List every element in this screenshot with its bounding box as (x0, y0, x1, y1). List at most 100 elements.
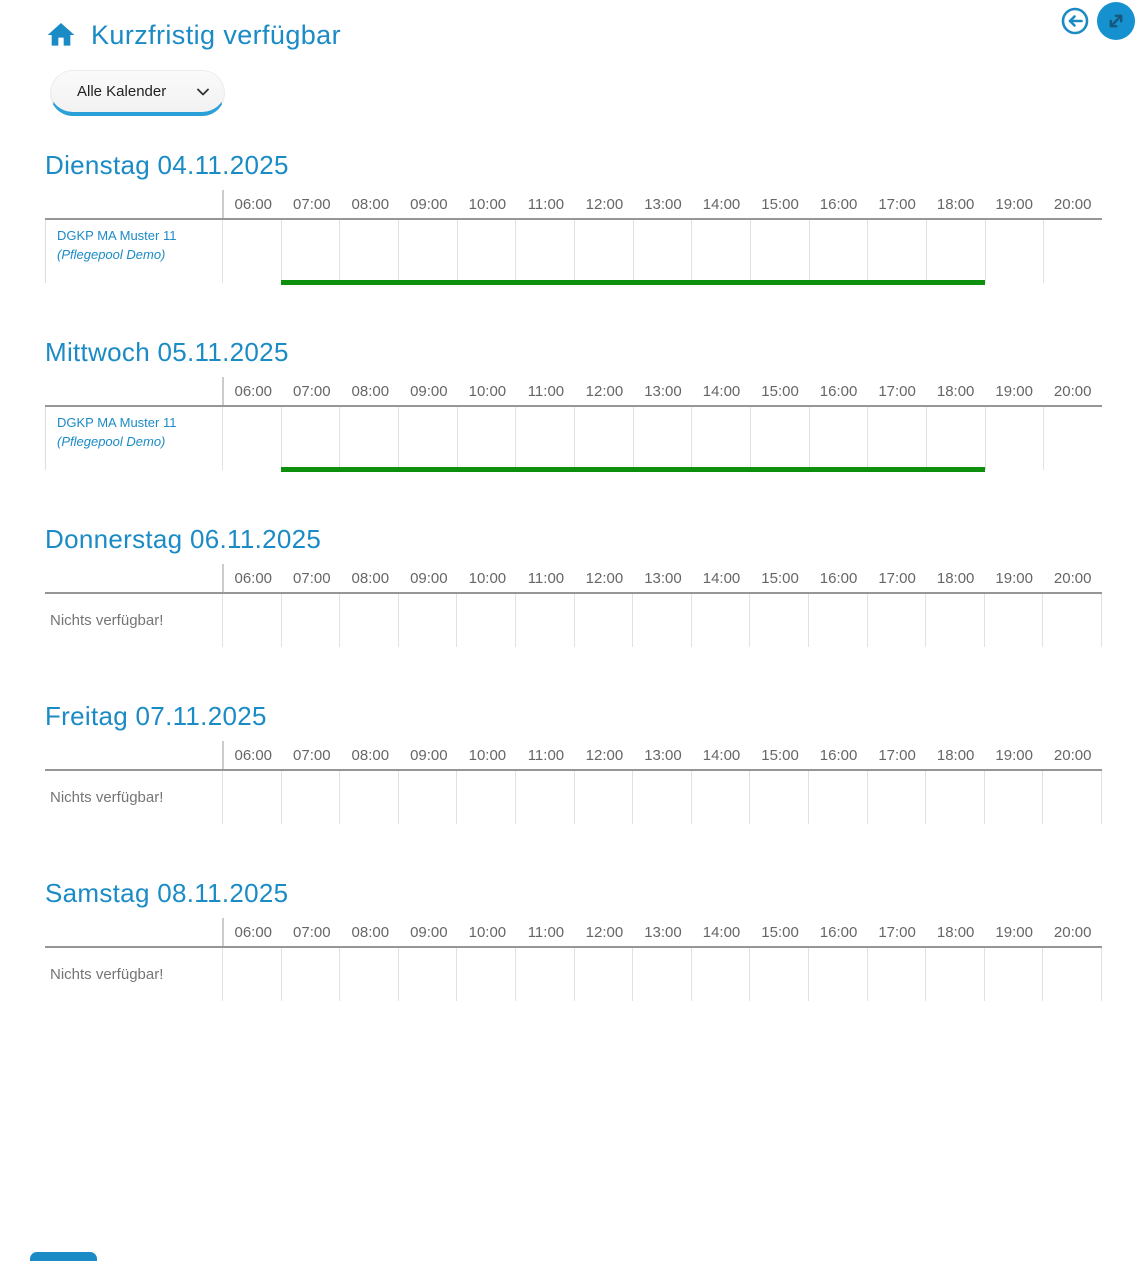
hour-cell (222, 948, 281, 1001)
time-header-label: 17:00 (878, 382, 916, 400)
hour-cell (925, 948, 984, 1001)
hour-cell (807, 948, 867, 1001)
time-header-label: 16:00 (819, 195, 858, 213)
empty-label: Nichts verfügbar! (50, 966, 164, 983)
calendar-filter-select[interactable]: Alle Kalender (50, 70, 225, 116)
time-header-label: 08:00 (351, 195, 390, 213)
availability-bar[interactable] (280, 280, 985, 285)
hour-cell (926, 407, 985, 470)
empty-label-cell: Nichts verfügbar! (45, 948, 222, 1001)
time-header-label: 13:00 (644, 923, 682, 941)
person-label: DGKP MA Muster 11 (Pflegepool Demo) (45, 407, 222, 470)
hour-cell (573, 771, 633, 824)
hour-cell (280, 407, 340, 470)
time-header-label: 07:00 (293, 195, 331, 213)
time-header-label: 08:00 (351, 569, 390, 587)
hour-cell (398, 407, 457, 470)
home-button[interactable] (45, 19, 77, 51)
hour-cell (983, 771, 1043, 824)
time-header-label: 15:00 (761, 382, 799, 400)
time-header-label: 16:00 (819, 382, 858, 400)
hour-cell (1043, 220, 1102, 283)
arrow-left-circle-icon (1061, 7, 1089, 35)
hour-cell (750, 407, 809, 470)
hour-cell (632, 220, 692, 283)
hour-cell (691, 407, 750, 470)
time-header-label: 17:00 (878, 746, 916, 764)
empty-row: Nichts verfügbar! (45, 594, 1102, 647)
time-header-label: 06:00 (234, 569, 273, 587)
empty-row: Nichts verfügbar! (45, 948, 1102, 1001)
time-header-label: 19:00 (995, 923, 1033, 941)
hour-cell (456, 220, 516, 283)
timeline-header-row: 06:00 07:00 08:00 09:00 10:00 11:00 12:00 13:00… (45, 190, 1102, 220)
hour-cell (280, 594, 340, 647)
time-header-label: 10:00 (468, 746, 507, 764)
hour-cell (867, 220, 926, 283)
time-header-label: 14:00 (702, 382, 741, 400)
timeline-header-row: 06:00 07:00 08:00 09:00 10:00 11:00 12:00 13:00… (45, 564, 1102, 594)
time-header-label: 11:00 (527, 569, 565, 587)
hour-cell (339, 407, 398, 470)
hour-grid (222, 407, 1102, 472)
hour-cell (339, 594, 398, 647)
day-section: Mittwoch 05.11.2025 06:00 07:00 08:00 09:00 1… (45, 335, 1102, 472)
hour-cell (690, 948, 750, 1001)
hour-cell (690, 771, 750, 824)
hour-cell (339, 771, 398, 824)
back-button[interactable] (1061, 7, 1089, 35)
time-header-label: 11:00 (527, 195, 565, 213)
time-header-label: 16:00 (819, 569, 858, 587)
time-header-label: 11:00 (527, 923, 565, 941)
person-group: (Pflegepool Demo) (57, 434, 166, 449)
time-cells: 06:00 07:00 08:00 09:00 10:00 11:00 12:00 13:00… (222, 564, 1102, 592)
hour-cell (280, 948, 340, 1001)
time-cells: 06:00 07:00 08:00 09:00 10:00 11:00 12:00 13:00… (222, 918, 1102, 946)
hour-cell (397, 771, 457, 824)
time-header-label: 12:00 (585, 195, 624, 213)
hour-cell (222, 407, 281, 470)
hour-cell (456, 594, 515, 647)
time-header-label: 07:00 (293, 382, 331, 400)
hour-cell (1042, 594, 1102, 647)
hour-cell (222, 594, 281, 647)
hour-cell (397, 594, 457, 647)
hour-cell (574, 407, 633, 470)
time-header-label: 19:00 (995, 746, 1033, 764)
time-header-label: 17:00 (878, 195, 916, 213)
timeline-header-row: 06:00 07:00 08:00 09:00 10:00 11:00 12:00 13:00… (45, 377, 1102, 407)
calendar-filter-value: Alle Kalender (77, 83, 167, 100)
person-group: (Pflegepool Demo) (57, 247, 166, 262)
person-label: DGKP MA Muster 11 (Pflegepool Demo) (45, 220, 222, 283)
availability-bar[interactable] (280, 467, 985, 472)
time-header-label: 06:00 (234, 195, 273, 213)
hour-cell (456, 771, 515, 824)
timeline-header-row: 06:00 07:00 08:00 09:00 10:00 11:00 12:00 13:00… (45, 741, 1102, 771)
time-header-label: 08:00 (351, 923, 390, 941)
day-title: Samstag 08.11.2025 (45, 878, 289, 908)
expand-button[interactable] (1097, 2, 1135, 40)
hour-cell (926, 220, 985, 283)
hour-cell (280, 771, 340, 824)
empty-label: Nichts verfügbar! (50, 789, 164, 806)
time-header-label: 19:00 (995, 382, 1033, 400)
hour-cell (280, 220, 340, 283)
empty-label-cell: Nichts verfügbar! (45, 594, 222, 647)
time-header-label: 08:00 (351, 746, 390, 764)
time-header-label: 09:00 (410, 569, 448, 587)
time-header-label: 07:00 (293, 746, 331, 764)
time-header-label: 16:00 (819, 746, 858, 764)
time-header-label: 12:00 (585, 923, 624, 941)
time-header-label: 18:00 (936, 195, 975, 213)
footer-partial-button[interactable] (30, 1252, 97, 1261)
time-header-label: 07:00 (293, 569, 331, 587)
hour-cell (925, 594, 984, 647)
hour-cell (749, 948, 808, 1001)
time-header-label: 10:00 (468, 382, 507, 400)
day-title: Mittwoch 05.11.2025 (45, 337, 289, 367)
hour-cell (632, 948, 691, 1001)
availability-row: DGKP MA Muster 11 (Pflegepool Demo) (45, 407, 1102, 472)
person-name: DGKP MA Muster 11 (57, 228, 177, 243)
hour-cell (925, 771, 984, 824)
time-header-label: 20:00 (1053, 923, 1092, 941)
